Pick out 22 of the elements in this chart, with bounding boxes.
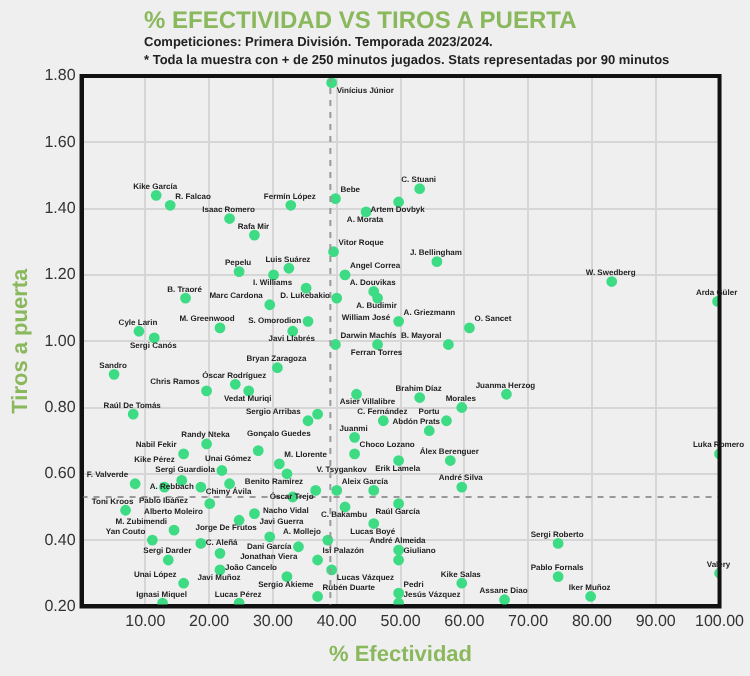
y-tick-label: 1.80: [44, 66, 77, 85]
x-tick-label: 70.00: [508, 612, 550, 631]
y-tick-label: 1.20: [44, 265, 77, 284]
y-tick-label: 0.80: [44, 397, 77, 416]
x-tick-label: 80.00: [571, 612, 614, 631]
x-tick-label: 10.00: [125, 612, 167, 631]
y-tick-label: 1.00: [44, 331, 77, 350]
x-tick-label: 100.00: [695, 612, 746, 631]
x-tick-label: 90.00: [635, 612, 677, 631]
y-axis-title: Tiros a puerta: [9, 266, 34, 414]
y-tick-label: 0.60: [44, 464, 77, 483]
x-tick-label: 30.00: [252, 612, 295, 631]
y-tick-label: 0.40: [44, 530, 77, 549]
chart-title: % EFECTIVIDAD VS TIROS A PUERTA: [144, 6, 577, 34]
y-tick-label: 1.40: [44, 199, 77, 218]
y-tick-label: 0.20: [44, 596, 77, 615]
x-tick-label: 50.00: [380, 612, 422, 631]
x-tick-label: 60.00: [444, 612, 486, 631]
x-axis-title: % Efectividad: [329, 642, 473, 667]
y-tick-label: 1.60: [44, 132, 77, 151]
x-tick-label: 40.00: [316, 612, 358, 631]
x-tick-label: 20.00: [189, 612, 231, 631]
